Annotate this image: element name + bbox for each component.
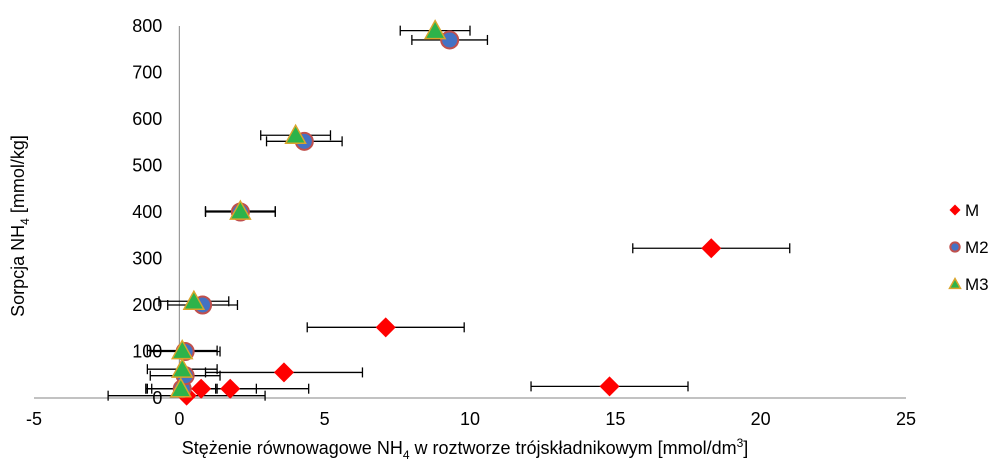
x-axis-title-sub: 4: [403, 448, 410, 462]
legend-label-m: M: [965, 201, 979, 220]
x-tick-label: 0: [174, 409, 184, 429]
y-axis-title: Sorpcja NH4 [mmol/kg]: [8, 135, 32, 317]
x-axis-title-sup: 3: [737, 436, 744, 450]
legend-label-m3: M3: [965, 275, 989, 294]
data-point-m: [220, 378, 241, 399]
y-tick-label: 600: [132, 109, 162, 129]
x-tick-label: 10: [460, 409, 480, 429]
x-tick-label: 15: [605, 409, 625, 429]
y-axis-title-main: Sorpcja NH: [8, 225, 28, 317]
data-point-m: [273, 362, 294, 383]
data-point-m3: [423, 19, 447, 40]
y-tick-label: 200: [132, 295, 162, 315]
data-point-m3: [229, 199, 252, 220]
data-point-m2: [440, 30, 460, 50]
data-point-m: [599, 376, 620, 397]
legend-label-m2: M2: [965, 238, 989, 257]
x-axis-title-main: Stężenie równowagowe NH: [182, 438, 403, 458]
data-point-m3: [182, 289, 206, 311]
legend-marker-m2: [949, 241, 961, 253]
x-axis-title-end: ]: [743, 438, 748, 458]
x-axis-title: Stężenie równowagowe NH4 w roztworze tró…: [182, 436, 749, 462]
x-tick-label: 5: [320, 409, 330, 429]
y-tick-label: 400: [132, 202, 162, 222]
x-tick-label: -5: [26, 409, 42, 429]
y-tick-label: 300: [132, 249, 162, 269]
y-axis-title-sub: 4: [18, 218, 32, 225]
data-point-m3: [284, 123, 307, 145]
data-point-m3: [169, 377, 193, 398]
y-axis-title-tail: [mmol/kg]: [8, 135, 28, 218]
x-tick-label: 25: [896, 409, 916, 429]
x-tick-label: 20: [751, 409, 771, 429]
y-tick-label: 800: [132, 16, 162, 36]
data-point-m: [701, 238, 722, 259]
axes-layer: [34, 26, 906, 399]
data-point-m: [375, 317, 396, 338]
x-axis-title-tail: w roztworze trójskładnikowym [mmol/dm: [410, 438, 737, 458]
y-tick-label: 0: [152, 388, 162, 408]
data-point-m3: [170, 339, 194, 360]
legend-marker-m: [949, 204, 961, 216]
data-layer: [107, 19, 791, 406]
legend: M M2 M3: [948, 201, 989, 294]
y-tick-label: 700: [132, 63, 162, 83]
data-point-m: [191, 378, 212, 399]
data-point-m3: [170, 357, 194, 378]
legend-marker-m3: [948, 276, 962, 290]
y-tick-label: 500: [132, 156, 162, 176]
